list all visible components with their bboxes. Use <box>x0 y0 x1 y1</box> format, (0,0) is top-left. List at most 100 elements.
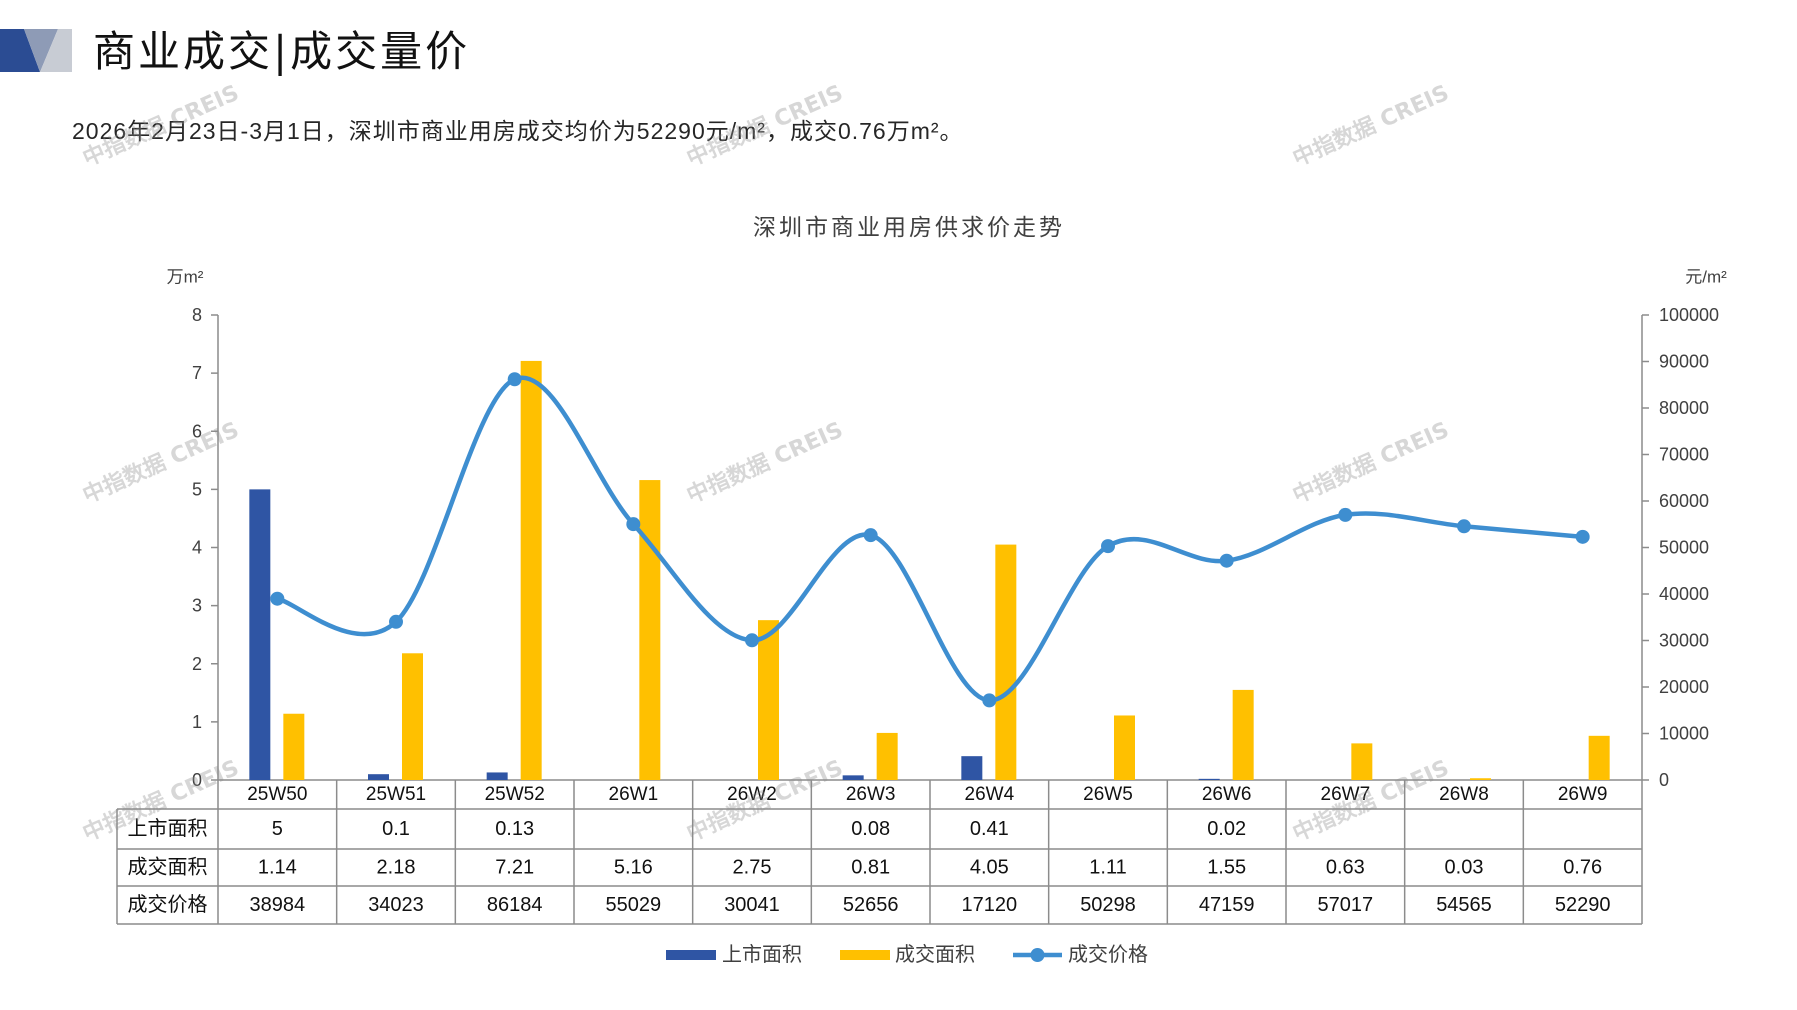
logo-dark-shape <box>0 29 40 72</box>
price-marker <box>1575 529 1590 544</box>
table-cell: 0.76 <box>1563 857 1602 879</box>
price-marker <box>863 528 878 543</box>
price-marker <box>1101 539 1115 554</box>
x-category-label: 26W7 <box>1321 784 1371 805</box>
listed-area-bar <box>249 489 271 780</box>
table-cell: 50298 <box>1080 894 1136 916</box>
y-right-tick-label: 70000 <box>1659 445 1709 465</box>
listed-area-bar <box>842 775 864 780</box>
listed-area-bar <box>1198 778 1220 780</box>
table-cell: 52656 <box>843 894 899 916</box>
y-left-tick-label: 5 <box>192 479 202 499</box>
table-cell: 34023 <box>368 894 424 916</box>
table-cell: 0.41 <box>970 818 1009 840</box>
y-left-unit: 万m² <box>167 268 204 287</box>
traded-area-bar <box>1351 743 1373 780</box>
logo-light-shape <box>40 29 72 72</box>
traded-area-bar <box>639 480 661 780</box>
table-cell: 5.16 <box>614 857 653 879</box>
price-marker <box>270 591 285 606</box>
x-category-label: 26W2 <box>727 784 777 805</box>
table-row-label: 上市面积 <box>128 817 208 840</box>
x-category-label: 26W8 <box>1439 784 1489 805</box>
price-marker <box>389 614 403 629</box>
table-cell: 0.03 <box>1445 857 1484 879</box>
y-left-tick-label: 3 <box>192 596 202 616</box>
table-row-label: 成交价格 <box>128 893 208 916</box>
price-line-group <box>270 372 1590 708</box>
price-marker <box>1219 553 1234 568</box>
x-category-label: 25W50 <box>247 784 307 805</box>
table-cell: 57017 <box>1318 894 1374 916</box>
price-line <box>276 375 1583 703</box>
table-cell: 1.55 <box>1207 857 1246 879</box>
traded-area-bar <box>876 732 898 780</box>
x-category-label: 25W51 <box>366 784 426 805</box>
x-category-label: 26W4 <box>965 784 1015 805</box>
table-cell: 86184 <box>487 894 543 916</box>
y-right-tick-label: 100000 <box>1659 305 1719 325</box>
x-category-label: 26W9 <box>1558 784 1608 805</box>
legend-swatch-listed-area <box>666 950 716 960</box>
y-right-tick-label: 90000 <box>1659 352 1709 372</box>
y-right-tick-label: 0 <box>1659 770 1669 790</box>
y-left-tick-label: 0 <box>192 770 202 790</box>
table-cell: 0.08 <box>851 818 890 840</box>
listed-area-bar <box>961 756 983 780</box>
price-marker <box>982 693 997 708</box>
legend-label-listed-area: 上市面积 <box>722 943 802 966</box>
chart-title: 深圳市商业用房供求价走势 <box>753 214 1065 240</box>
legend-label-traded-area: 成交面积 <box>895 943 975 966</box>
traded-area-bar <box>1114 715 1135 780</box>
data-table: 25W50 25W51 25W52 26W1 26W2 26W3 26W4 26W5 26W6 2… <box>116 779 1643 925</box>
price-marker <box>626 517 641 532</box>
y-right-tick-label: 40000 <box>1659 584 1709 604</box>
y-right-tick-label: 60000 <box>1659 491 1709 511</box>
legend-swatch-traded-area <box>840 950 890 960</box>
legend-swatch-price-marker <box>1030 948 1045 962</box>
table-cell: 0.02 <box>1207 818 1246 840</box>
table-cell: 7.21 <box>495 857 534 879</box>
y-right-tick-label: 50000 <box>1659 538 1709 558</box>
price-marker <box>1457 519 1471 534</box>
y-left-tick-label: 6 <box>192 421 202 441</box>
y-right-tick-label: 30000 <box>1659 631 1709 651</box>
table-cell: 47159 <box>1199 894 1255 916</box>
table-cell: 5 <box>272 818 283 840</box>
traded-area-bar <box>995 544 1017 780</box>
table-cell: 2.18 <box>377 857 416 879</box>
table-cell: 0.1 <box>382 818 410 840</box>
table-cell: 0.13 <box>495 818 534 840</box>
y-right-tick-label: 20000 <box>1659 677 1709 697</box>
table-cell: 1.14 <box>258 857 297 879</box>
y-right-tick-label: 80000 <box>1659 398 1709 418</box>
traded-area-bar <box>1232 689 1254 780</box>
logo-icon <box>0 29 72 72</box>
listed-area-bar <box>486 772 508 780</box>
y-right-unit: 元/m² <box>1685 268 1727 287</box>
page-title: 商业成交|成交量价 <box>93 27 471 76</box>
traded-area-bar <box>520 360 542 780</box>
y-right-tick-label: 10000 <box>1659 724 1709 744</box>
x-category-label: 26W1 <box>609 784 659 805</box>
y-left-tick-label: 1 <box>192 712 202 732</box>
price-marker <box>1338 507 1353 522</box>
table-cell: 4.05 <box>970 857 1009 879</box>
traded-area-bar <box>758 620 779 780</box>
traded-area-bar <box>1588 735 1610 780</box>
traded-area-bar <box>402 653 423 780</box>
y-left-tick-label: 2 <box>192 654 202 674</box>
legend: 上市面积 成交面积 成交价格 <box>666 943 1148 966</box>
page-subtitle: 2026年2月23日-3月1日，深圳市商业用房成交均价为52290元/m²，成交… <box>72 118 964 144</box>
table-cell: 55029 <box>606 894 662 916</box>
y-left-tick-label: 4 <box>192 538 202 558</box>
table-cell: 0.63 <box>1326 857 1365 879</box>
bars <box>249 360 1610 780</box>
price-marker <box>745 633 759 648</box>
traded-area-bar <box>1470 778 1491 780</box>
listed-area-bar <box>368 774 389 780</box>
table-cell: 2.75 <box>733 857 772 879</box>
price-marker <box>507 372 522 387</box>
